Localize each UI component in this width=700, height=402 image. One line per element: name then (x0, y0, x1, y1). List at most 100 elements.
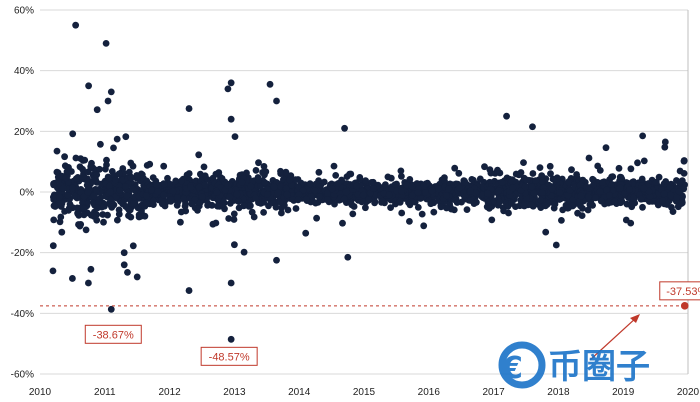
data-point (72, 21, 80, 29)
data-point (661, 143, 669, 151)
data-point (107, 305, 115, 313)
data-point (637, 195, 645, 203)
data-point (523, 176, 531, 184)
data-point (133, 172, 141, 180)
data-point (185, 170, 193, 177)
data-point (72, 175, 80, 183)
data-point (240, 248, 248, 256)
data-point (97, 140, 104, 148)
data-point (146, 160, 154, 168)
data-point (93, 186, 100, 194)
data-point (66, 200, 74, 208)
data-point (640, 157, 648, 165)
data-point (294, 196, 302, 204)
data-point (230, 210, 238, 218)
data-point (417, 195, 424, 202)
data-point (370, 185, 377, 192)
y-tick-label: 40% (14, 66, 34, 77)
data-point (181, 202, 189, 210)
data-point (559, 206, 567, 214)
data-point (564, 178, 572, 186)
data-point (200, 163, 208, 171)
data-point (661, 138, 669, 146)
data-point (463, 206, 471, 214)
x-tick-label: 2011 (94, 387, 116, 398)
data-point (420, 222, 428, 230)
data-point (235, 198, 243, 205)
data-point (85, 279, 92, 287)
data-point (328, 185, 336, 193)
data-point (629, 194, 637, 202)
data-point (466, 197, 474, 204)
data-point (437, 203, 445, 211)
data-point (107, 196, 115, 204)
data-point (283, 191, 291, 199)
data-point (106, 182, 113, 190)
data-point (441, 177, 448, 185)
data-point (292, 205, 300, 212)
data-points (49, 21, 688, 343)
data-point (339, 219, 346, 227)
data-point (481, 163, 488, 171)
annotation-arrow (589, 317, 637, 361)
data-point (586, 201, 594, 209)
data-point (347, 170, 355, 178)
data-point (660, 190, 668, 198)
data-point (602, 144, 610, 152)
data-point (597, 197, 605, 205)
data-point (167, 196, 175, 204)
data-point (247, 182, 255, 190)
data-point (93, 171, 101, 179)
data-point (302, 229, 310, 237)
data-point (141, 212, 149, 220)
data-point (413, 180, 421, 187)
data-point (566, 187, 574, 194)
y-tick-label: 20% (14, 127, 34, 138)
data-point (542, 202, 549, 210)
data-point (172, 177, 180, 185)
data-point (64, 191, 72, 199)
annotation-box (659, 281, 700, 301)
data-point (218, 175, 226, 182)
data-point (344, 253, 352, 261)
data-point (496, 198, 504, 206)
data-point (87, 265, 95, 273)
annotation-box (84, 324, 142, 344)
data-point (628, 201, 636, 209)
data-point (255, 159, 262, 167)
data-point (398, 187, 405, 195)
data-point (50, 181, 57, 189)
y-tick-label: -40% (11, 309, 34, 320)
data-point (421, 189, 429, 196)
data-point (53, 147, 61, 155)
data-point (324, 189, 331, 197)
data-point (201, 181, 209, 189)
data-point (49, 242, 57, 250)
data-point (277, 167, 284, 175)
data-point (130, 200, 138, 207)
data-point (340, 195, 348, 203)
data-point (233, 190, 241, 198)
data-point (174, 194, 181, 201)
data-point (520, 202, 528, 210)
data-point (368, 179, 375, 186)
data-point (85, 82, 92, 90)
data-point (398, 209, 406, 217)
data-point (342, 188, 350, 196)
data-point (79, 172, 87, 180)
data-point (286, 176, 294, 184)
data-point (221, 205, 228, 213)
data-point (372, 191, 380, 199)
data-point (247, 202, 254, 210)
data-point (177, 208, 185, 216)
data-point (402, 181, 410, 189)
data-point (169, 187, 177, 195)
data-point (495, 187, 503, 195)
data-point (154, 188, 162, 195)
data-point (120, 261, 128, 269)
data-point (158, 200, 166, 208)
annotation-label: -37.53% (666, 286, 700, 298)
data-point (153, 181, 161, 189)
data-point (231, 241, 238, 249)
data-point (552, 241, 560, 249)
